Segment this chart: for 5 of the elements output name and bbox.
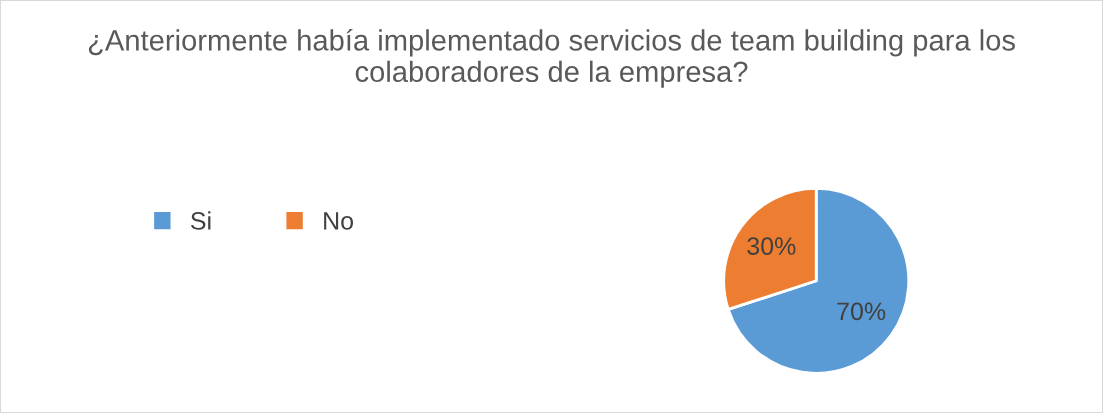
data-label: 70% xyxy=(837,302,886,321)
legend-label: No xyxy=(324,212,353,230)
data-label: 30% xyxy=(747,237,796,255)
chart-title: ¿Anteriormente había implementado servicios de team building para los colaboradores de la empresa? xyxy=(88,28,1015,88)
legend-label: Si xyxy=(191,211,211,230)
